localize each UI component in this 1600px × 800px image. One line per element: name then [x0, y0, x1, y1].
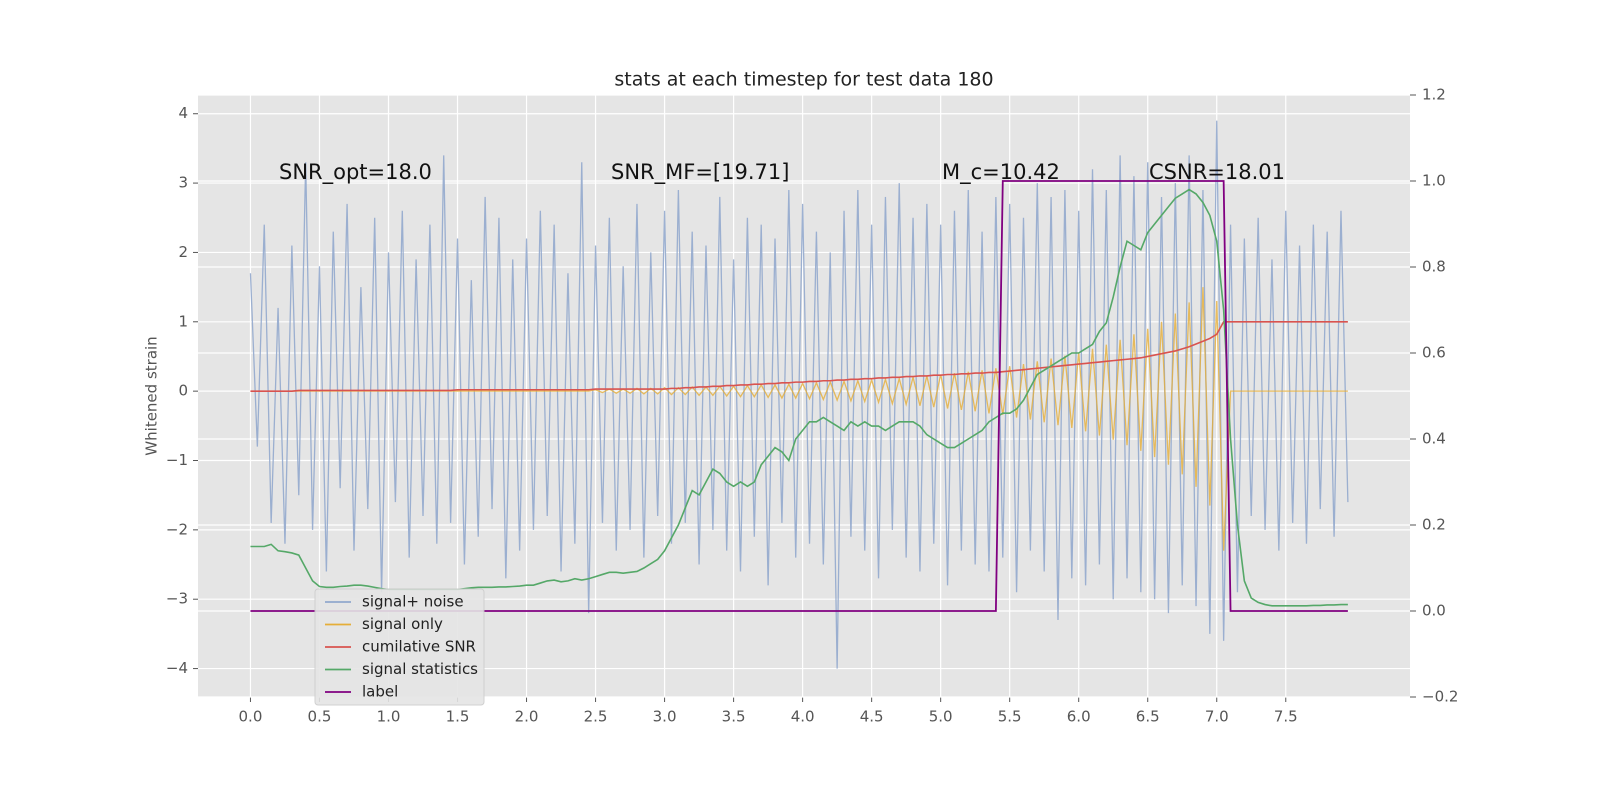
x-tick-label: 2.5 [584, 708, 608, 726]
y-tick-label: 4 [178, 104, 188, 122]
annotation: CSNR=18.01 [1149, 160, 1285, 184]
x-tick-label: 3.5 [722, 708, 746, 726]
legend-label: signal+ noise [362, 593, 464, 611]
y2-tick-label: 1.2 [1422, 86, 1446, 104]
y-tick-label: 1 [178, 312, 188, 330]
legend-label: signal statistics [362, 660, 478, 678]
x-tick-label: 6.0 [1067, 708, 1091, 726]
chart-title: stats at each timestep for test data 180 [614, 69, 993, 91]
y-tick-label: −3 [166, 590, 188, 608]
y-axis-label: Whitened strain [143, 336, 161, 455]
y-tick-label: 2 [178, 243, 188, 261]
y-tick-label: 3 [178, 174, 188, 192]
x-tick-label: 4.0 [791, 708, 815, 726]
x-tick-label: 1.5 [446, 708, 470, 726]
y2-tick-label: 1.0 [1422, 172, 1446, 190]
y2-tick-label: 0.8 [1422, 258, 1446, 276]
x-tick-label: 7.0 [1205, 708, 1229, 726]
y2-tick-label: −0.2 [1422, 688, 1458, 706]
x-tick-label: 0.0 [239, 708, 263, 726]
x-tick-label: 5.5 [998, 708, 1022, 726]
y2-tick-label: 0.4 [1422, 430, 1446, 448]
x-tick-label: 6.5 [1136, 708, 1160, 726]
x-tick-label: 7.5 [1274, 708, 1298, 726]
x-tick-label: 4.5 [860, 708, 884, 726]
annotation: SNR_MF=[19.71] [611, 160, 789, 185]
y2-tick-label: 0.0 [1422, 602, 1446, 620]
y2-tick-label: 0.2 [1422, 516, 1446, 534]
x-tick-label: 5.0 [929, 708, 953, 726]
legend-label: cumilative SNR [362, 638, 476, 656]
x-tick-label: 1.0 [377, 708, 401, 726]
y-tick-label: −1 [166, 451, 188, 469]
annotation: SNR_opt=18.0 [279, 160, 432, 185]
y-tick-label: −2 [166, 520, 188, 538]
annotation: M_c=10.42 [942, 160, 1060, 185]
x-tick-label: 2.0 [515, 708, 539, 726]
legend-label: signal only [362, 615, 443, 633]
legend-label: label [362, 683, 398, 701]
y2-tick-label: 0.6 [1422, 344, 1446, 362]
legend-box [314, 588, 485, 706]
y-tick-label: 0 [178, 382, 188, 400]
x-tick-label: 0.5 [308, 708, 332, 726]
series-line [250, 320, 1348, 392]
y-tick-label: −4 [166, 659, 188, 677]
x-tick-label: 3.0 [653, 708, 677, 726]
